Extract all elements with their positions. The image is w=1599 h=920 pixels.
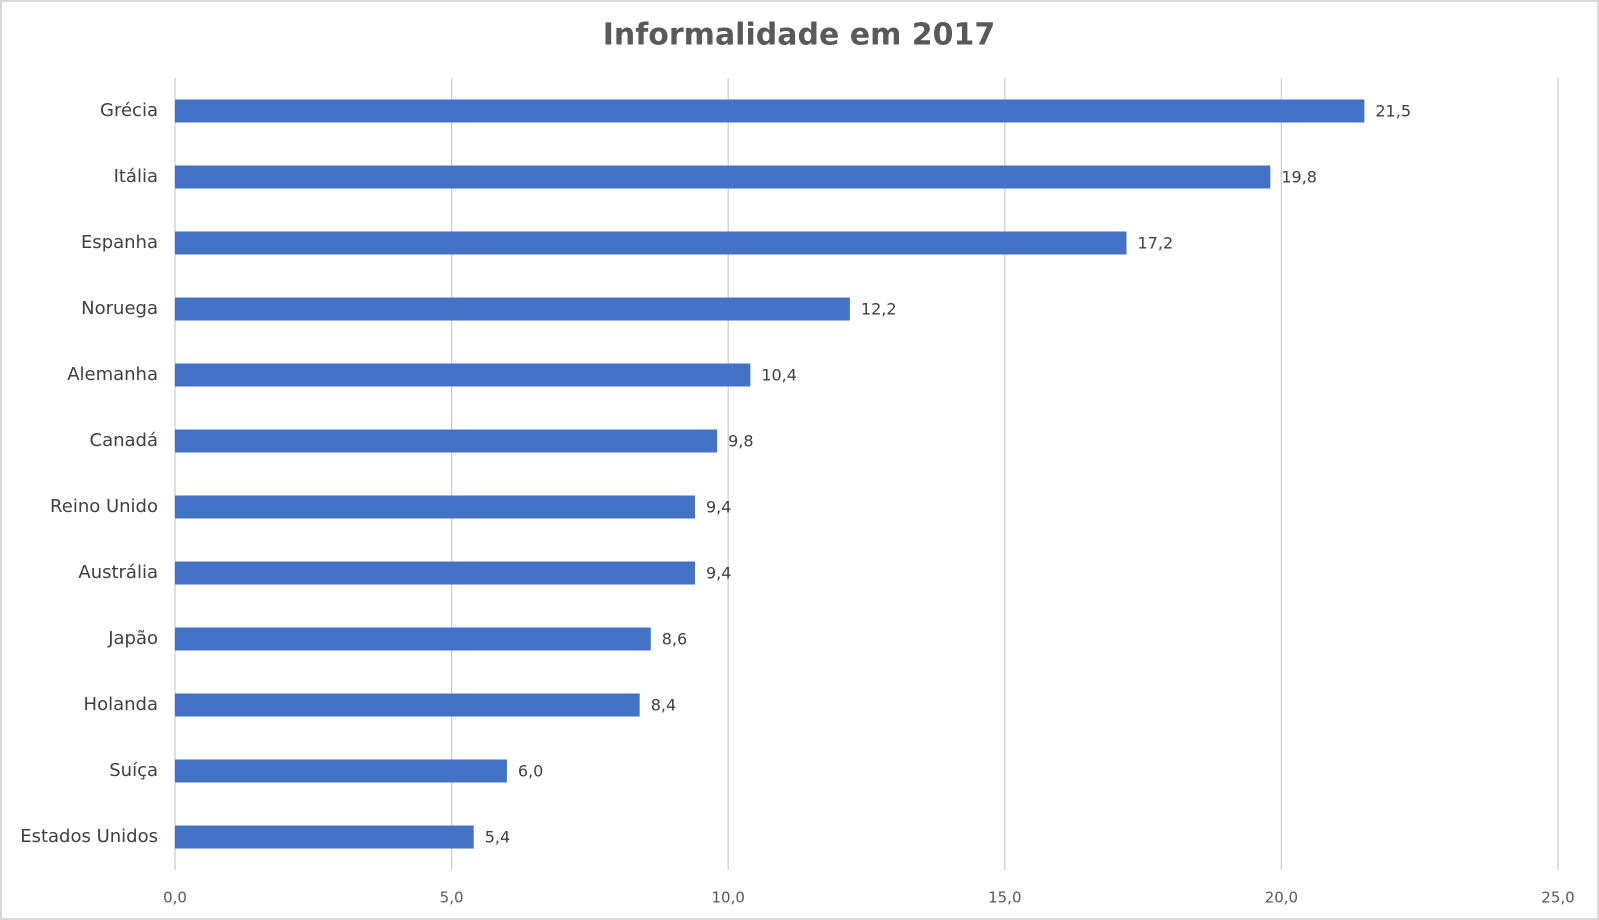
bar <box>175 693 640 717</box>
y-tick-label: Japão <box>107 628 158 649</box>
data-label: 10,4 <box>761 366 797 385</box>
bar <box>175 165 1271 189</box>
y-tick-label: Canadá <box>90 430 159 451</box>
y-tick-label: Itália <box>114 166 158 187</box>
x-tick-label: 0,0 <box>163 889 187 907</box>
data-label: 9,8 <box>728 432 753 451</box>
y-tick-label: Austrália <box>78 562 158 583</box>
x-tick-label: 25,0 <box>1541 889 1574 907</box>
x-tick-label: 15,0 <box>988 889 1021 907</box>
data-label: 5,4 <box>485 828 510 847</box>
data-label: 9,4 <box>706 498 731 517</box>
chart-title: Informalidade em 2017 <box>603 18 996 53</box>
y-tick-label: Reino Unido <box>50 496 158 517</box>
data-label: 9,4 <box>706 564 731 583</box>
bar <box>175 429 718 453</box>
bar <box>175 99 1365 123</box>
data-label: 21,5 <box>1375 102 1411 121</box>
data-label: 8,6 <box>662 630 687 649</box>
data-label: 19,8 <box>1281 168 1317 187</box>
bar <box>175 561 696 585</box>
data-label: 6,0 <box>518 762 543 781</box>
bar <box>175 363 751 387</box>
data-label: 17,2 <box>1138 234 1174 253</box>
x-tick-label: 10,0 <box>711 889 744 907</box>
y-tick-label: Alemanha <box>67 364 158 385</box>
data-label: 8,4 <box>651 696 676 715</box>
bar <box>175 825 474 849</box>
x-tick-label: 5,0 <box>440 889 464 907</box>
y-tick-label: Holanda <box>84 694 158 715</box>
y-tick-label: Noruega <box>81 298 158 319</box>
bar <box>175 495 696 519</box>
bar <box>175 231 1127 255</box>
bar <box>175 627 651 651</box>
data-label: 12,2 <box>861 300 897 319</box>
y-tick-label: Estados Unidos <box>20 826 158 847</box>
bar <box>175 759 507 783</box>
bar <box>175 297 850 321</box>
y-tick-label: Grécia <box>100 100 158 121</box>
x-tick-label: 20,0 <box>1265 889 1298 907</box>
y-tick-label: Espanha <box>81 232 158 253</box>
y-tick-label: Suíça <box>109 760 158 781</box>
